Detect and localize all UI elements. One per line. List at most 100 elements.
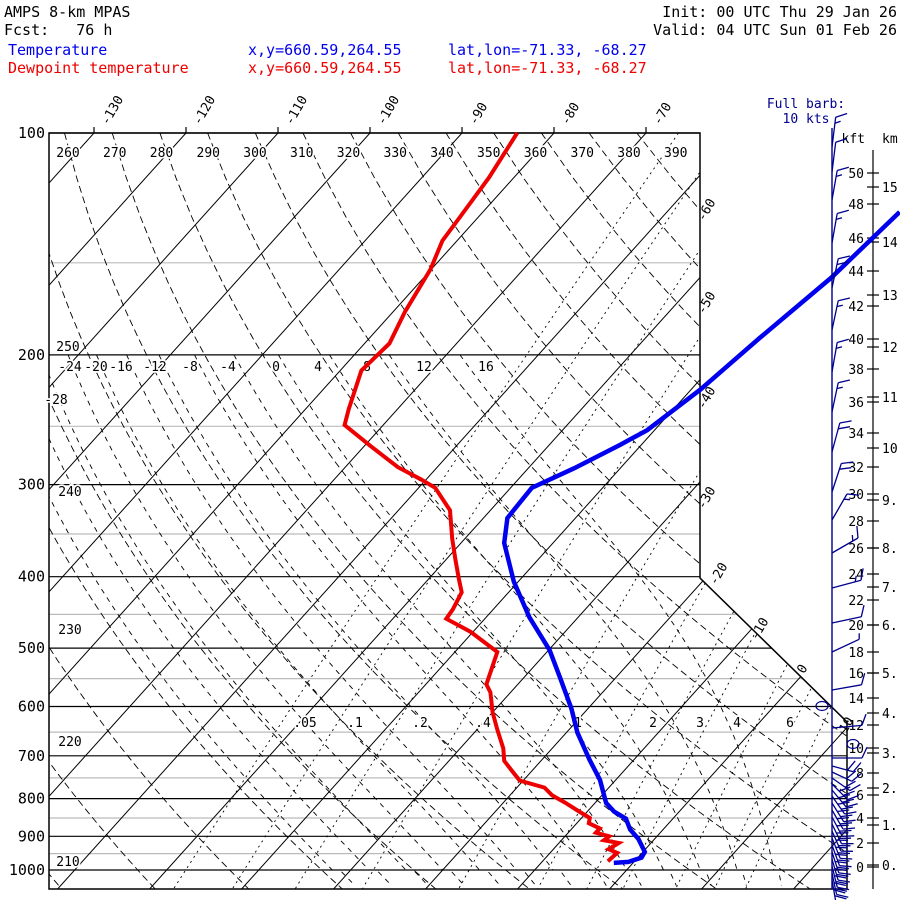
svg-text:4: 4 [314, 360, 322, 375]
svg-text:10: 10 [848, 742, 864, 757]
dew-legend-label: Dewpoint temperature [8, 59, 189, 77]
svg-text:16: 16 [478, 360, 494, 375]
svg-text:24: 24 [848, 568, 864, 583]
svg-text:100: 100 [18, 124, 45, 142]
svg-text:-90: -90 [466, 100, 491, 128]
svg-text:20: 20 [848, 619, 864, 634]
svg-text:-10: -10 [748, 615, 773, 643]
dew-latlon: lat,lon=-71.33, -68.27 [448, 59, 647, 77]
svg-text:3.: 3. [882, 747, 898, 762]
svg-text:1: 1 [574, 716, 582, 731]
svg-text:48: 48 [848, 198, 864, 213]
svg-text:1000: 1000 [9, 861, 45, 879]
barb-scale-legend: Full barb: 10 kts [766, 97, 846, 127]
svg-text:18: 18 [848, 646, 864, 661]
svg-text:46: 46 [848, 232, 864, 247]
svg-text:50: 50 [848, 167, 864, 182]
svg-text:2: 2 [856, 837, 864, 852]
svg-text:320: 320 [337, 146, 360, 161]
svg-text:.4: .4 [475, 716, 491, 731]
svg-text:6: 6 [856, 789, 864, 804]
svg-text:44: 44 [848, 265, 864, 280]
svg-text:7.: 7. [882, 581, 898, 596]
svg-text:300: 300 [18, 476, 45, 494]
svg-text:370: 370 [571, 146, 594, 161]
svg-text:32: 32 [848, 461, 864, 476]
svg-text:400: 400 [18, 568, 45, 586]
svg-text:-80: -80 [558, 100, 583, 128]
svg-text:280: 280 [150, 146, 173, 161]
svg-text:-100: -100 [374, 93, 403, 128]
init-time: Init: 00 UTC Thu 29 Jan 26 [662, 3, 897, 21]
svg-text:500: 500 [18, 639, 45, 657]
svg-text:-30: -30 [695, 484, 720, 512]
svg-text:4: 4 [733, 716, 741, 731]
svg-text:290: 290 [197, 146, 220, 161]
svg-text:.05: .05 [293, 716, 316, 731]
valid-time: Valid: 04 UTC Sun 01 Feb 26 [653, 21, 897, 39]
svg-text:-120: -120 [190, 93, 219, 128]
svg-text:34: 34 [848, 427, 864, 442]
svg-text:14: 14 [848, 692, 864, 707]
svg-text:kft: kft [842, 132, 865, 147]
svg-text:210: 210 [56, 855, 79, 870]
svg-text:-4: -4 [220, 360, 236, 375]
svg-text:0.: 0. [882, 859, 898, 874]
svg-text:42: 42 [848, 300, 864, 315]
svg-text:-12: -12 [143, 360, 166, 375]
svg-text:800: 800 [18, 790, 45, 808]
svg-text:.1: .1 [347, 716, 363, 731]
svg-text:350: 350 [477, 146, 500, 161]
temp-legend-label: Temperature [8, 41, 108, 59]
svg-text:15.: 15. [882, 181, 900, 196]
svg-text:240: 240 [58, 485, 81, 500]
svg-text:0: 0 [856, 861, 864, 876]
svg-text:-16: -16 [109, 360, 132, 375]
svg-text:220: 220 [58, 735, 81, 750]
svg-text:340: 340 [430, 146, 453, 161]
svg-text:4.: 4. [882, 707, 898, 722]
svg-text:250: 250 [56, 340, 79, 355]
svg-text:36: 36 [848, 396, 864, 411]
svg-text:0: 0 [272, 360, 280, 375]
svg-text:2.: 2. [882, 782, 898, 797]
svg-text:-24: -24 [58, 360, 82, 375]
svg-text:3: 3 [696, 716, 704, 731]
svg-text:-60: -60 [695, 196, 720, 224]
svg-text:260: 260 [56, 146, 79, 161]
svg-text:4: 4 [856, 812, 864, 827]
svg-text:330: 330 [384, 146, 407, 161]
svg-text:390: 390 [664, 146, 687, 161]
svg-text:40: 40 [848, 333, 864, 348]
svg-text:380: 380 [617, 146, 640, 161]
temp-latlon: lat,lon=-71.33, -68.27 [448, 41, 647, 59]
svg-text:900: 900 [18, 827, 45, 845]
svg-text:6.: 6. [882, 619, 898, 634]
svg-text:360: 360 [524, 146, 547, 161]
svg-text:12: 12 [416, 360, 432, 375]
svg-text:2: 2 [649, 716, 657, 731]
dew-gridpoint-xy: x,y=660.59,264.55 [248, 59, 402, 77]
model-title: AMPS 8-km MPAS [4, 3, 131, 21]
svg-text:230: 230 [58, 623, 81, 638]
svg-text:-28: -28 [44, 393, 67, 408]
svg-text:8.: 8. [882, 542, 898, 557]
svg-text:28: 28 [848, 515, 864, 530]
svg-text:38: 38 [848, 363, 864, 378]
svg-text:10.: 10. [882, 442, 900, 457]
svg-text:-20: -20 [84, 360, 107, 375]
svg-text:-130: -130 [98, 93, 127, 128]
svg-text:-50: -50 [695, 289, 720, 317]
svg-text:600: 600 [18, 697, 45, 715]
svg-text:13.: 13. [882, 289, 900, 304]
svg-text:12.: 12. [882, 341, 900, 356]
svg-text:-20: -20 [707, 560, 732, 588]
svg-text:1.: 1. [882, 819, 898, 834]
forecast-hour: Fcst: 76 h [4, 21, 113, 39]
svg-text:0: 0 [795, 662, 812, 676]
svg-text:310: 310 [290, 146, 313, 161]
svg-text:6: 6 [786, 716, 794, 731]
svg-text:9.: 9. [882, 494, 898, 509]
svg-text:.2: .2 [412, 716, 428, 731]
